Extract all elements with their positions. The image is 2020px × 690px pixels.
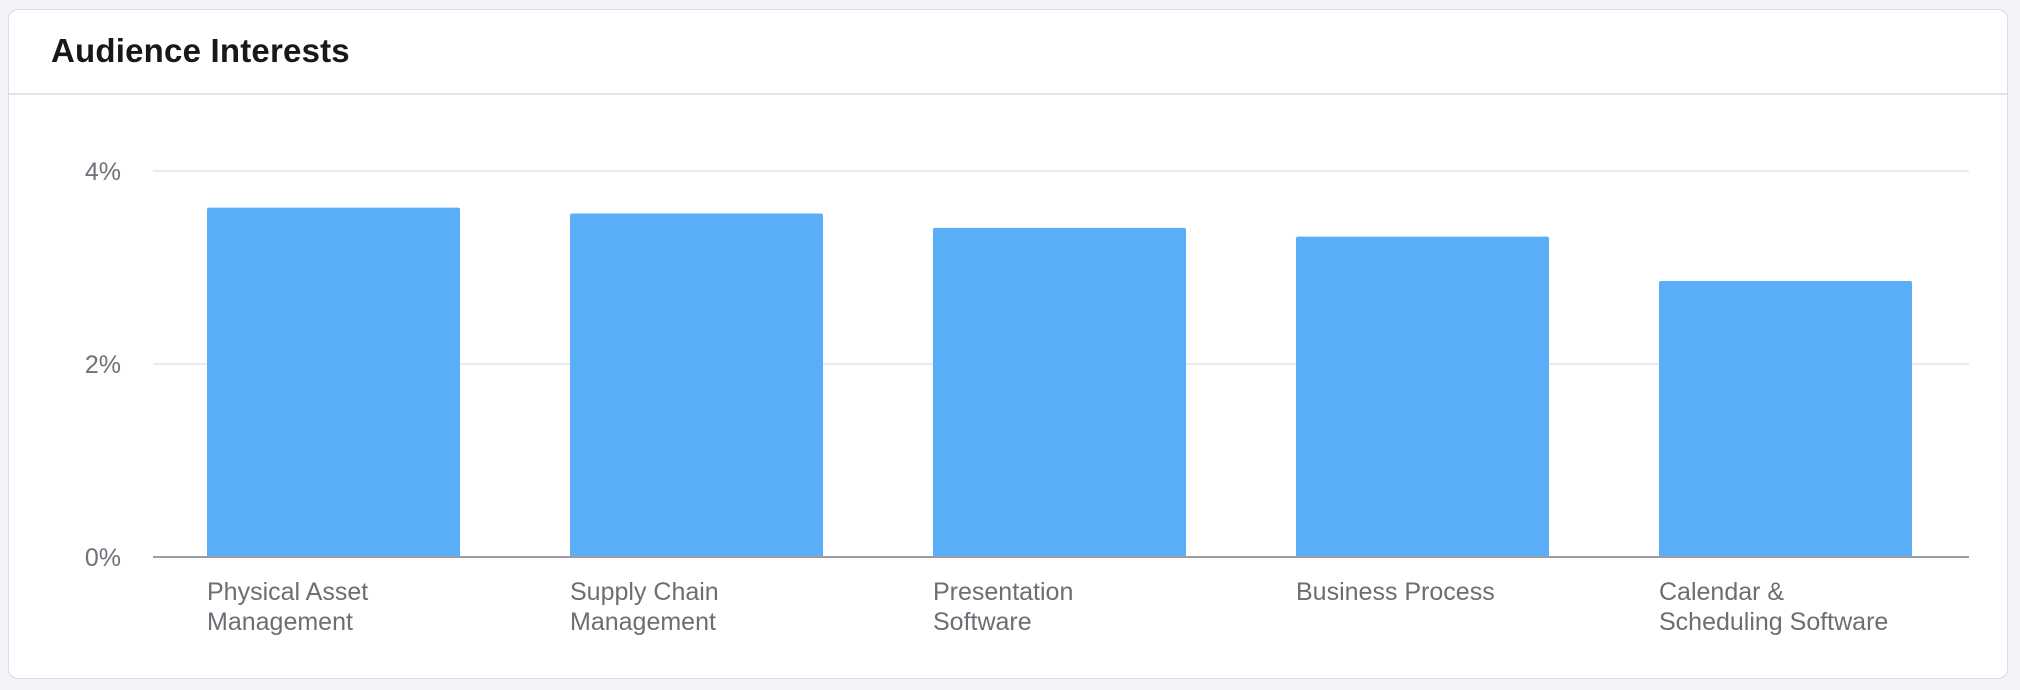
y-tick-label: 4%	[85, 158, 121, 186]
x-category-label: Presentation Software	[933, 578, 1073, 636]
bar	[570, 213, 823, 557]
audience-interests-card: Audience Interests 0% 2% 4% Physical Asset M…	[8, 9, 2008, 679]
y-tick-label: 2%	[85, 351, 121, 379]
x-category-label-line: Scheduling Software	[1659, 608, 1888, 636]
bar	[1296, 236, 1549, 557]
x-category-label-line: Management	[207, 608, 353, 636]
bar	[207, 207, 460, 558]
x-category-label-line: Business Process	[1296, 578, 1495, 606]
x-category-label-line: Physical Asset	[207, 578, 368, 606]
x-category-label: Calendar & Scheduling Software	[1659, 578, 1888, 636]
x-category-label: Business Process	[1296, 578, 1495, 606]
card-title: Audience Interests	[51, 32, 350, 69]
x-category-label: Physical Asset Management	[207, 578, 368, 636]
x-category-label-line: Calendar &	[1659, 578, 1784, 606]
x-category-label-line: Supply Chain	[570, 578, 719, 606]
x-category-label: Supply Chain Management	[570, 578, 719, 636]
x-category-label-line: Presentation	[933, 578, 1073, 606]
bar	[933, 227, 1186, 557]
y-tick-label: 0%	[85, 544, 121, 572]
bar	[1659, 281, 1912, 557]
x-category-label-line: Software	[933, 608, 1032, 636]
x-category-label-line: Management	[570, 608, 716, 636]
card-header: Audience Interests	[9, 10, 2007, 95]
